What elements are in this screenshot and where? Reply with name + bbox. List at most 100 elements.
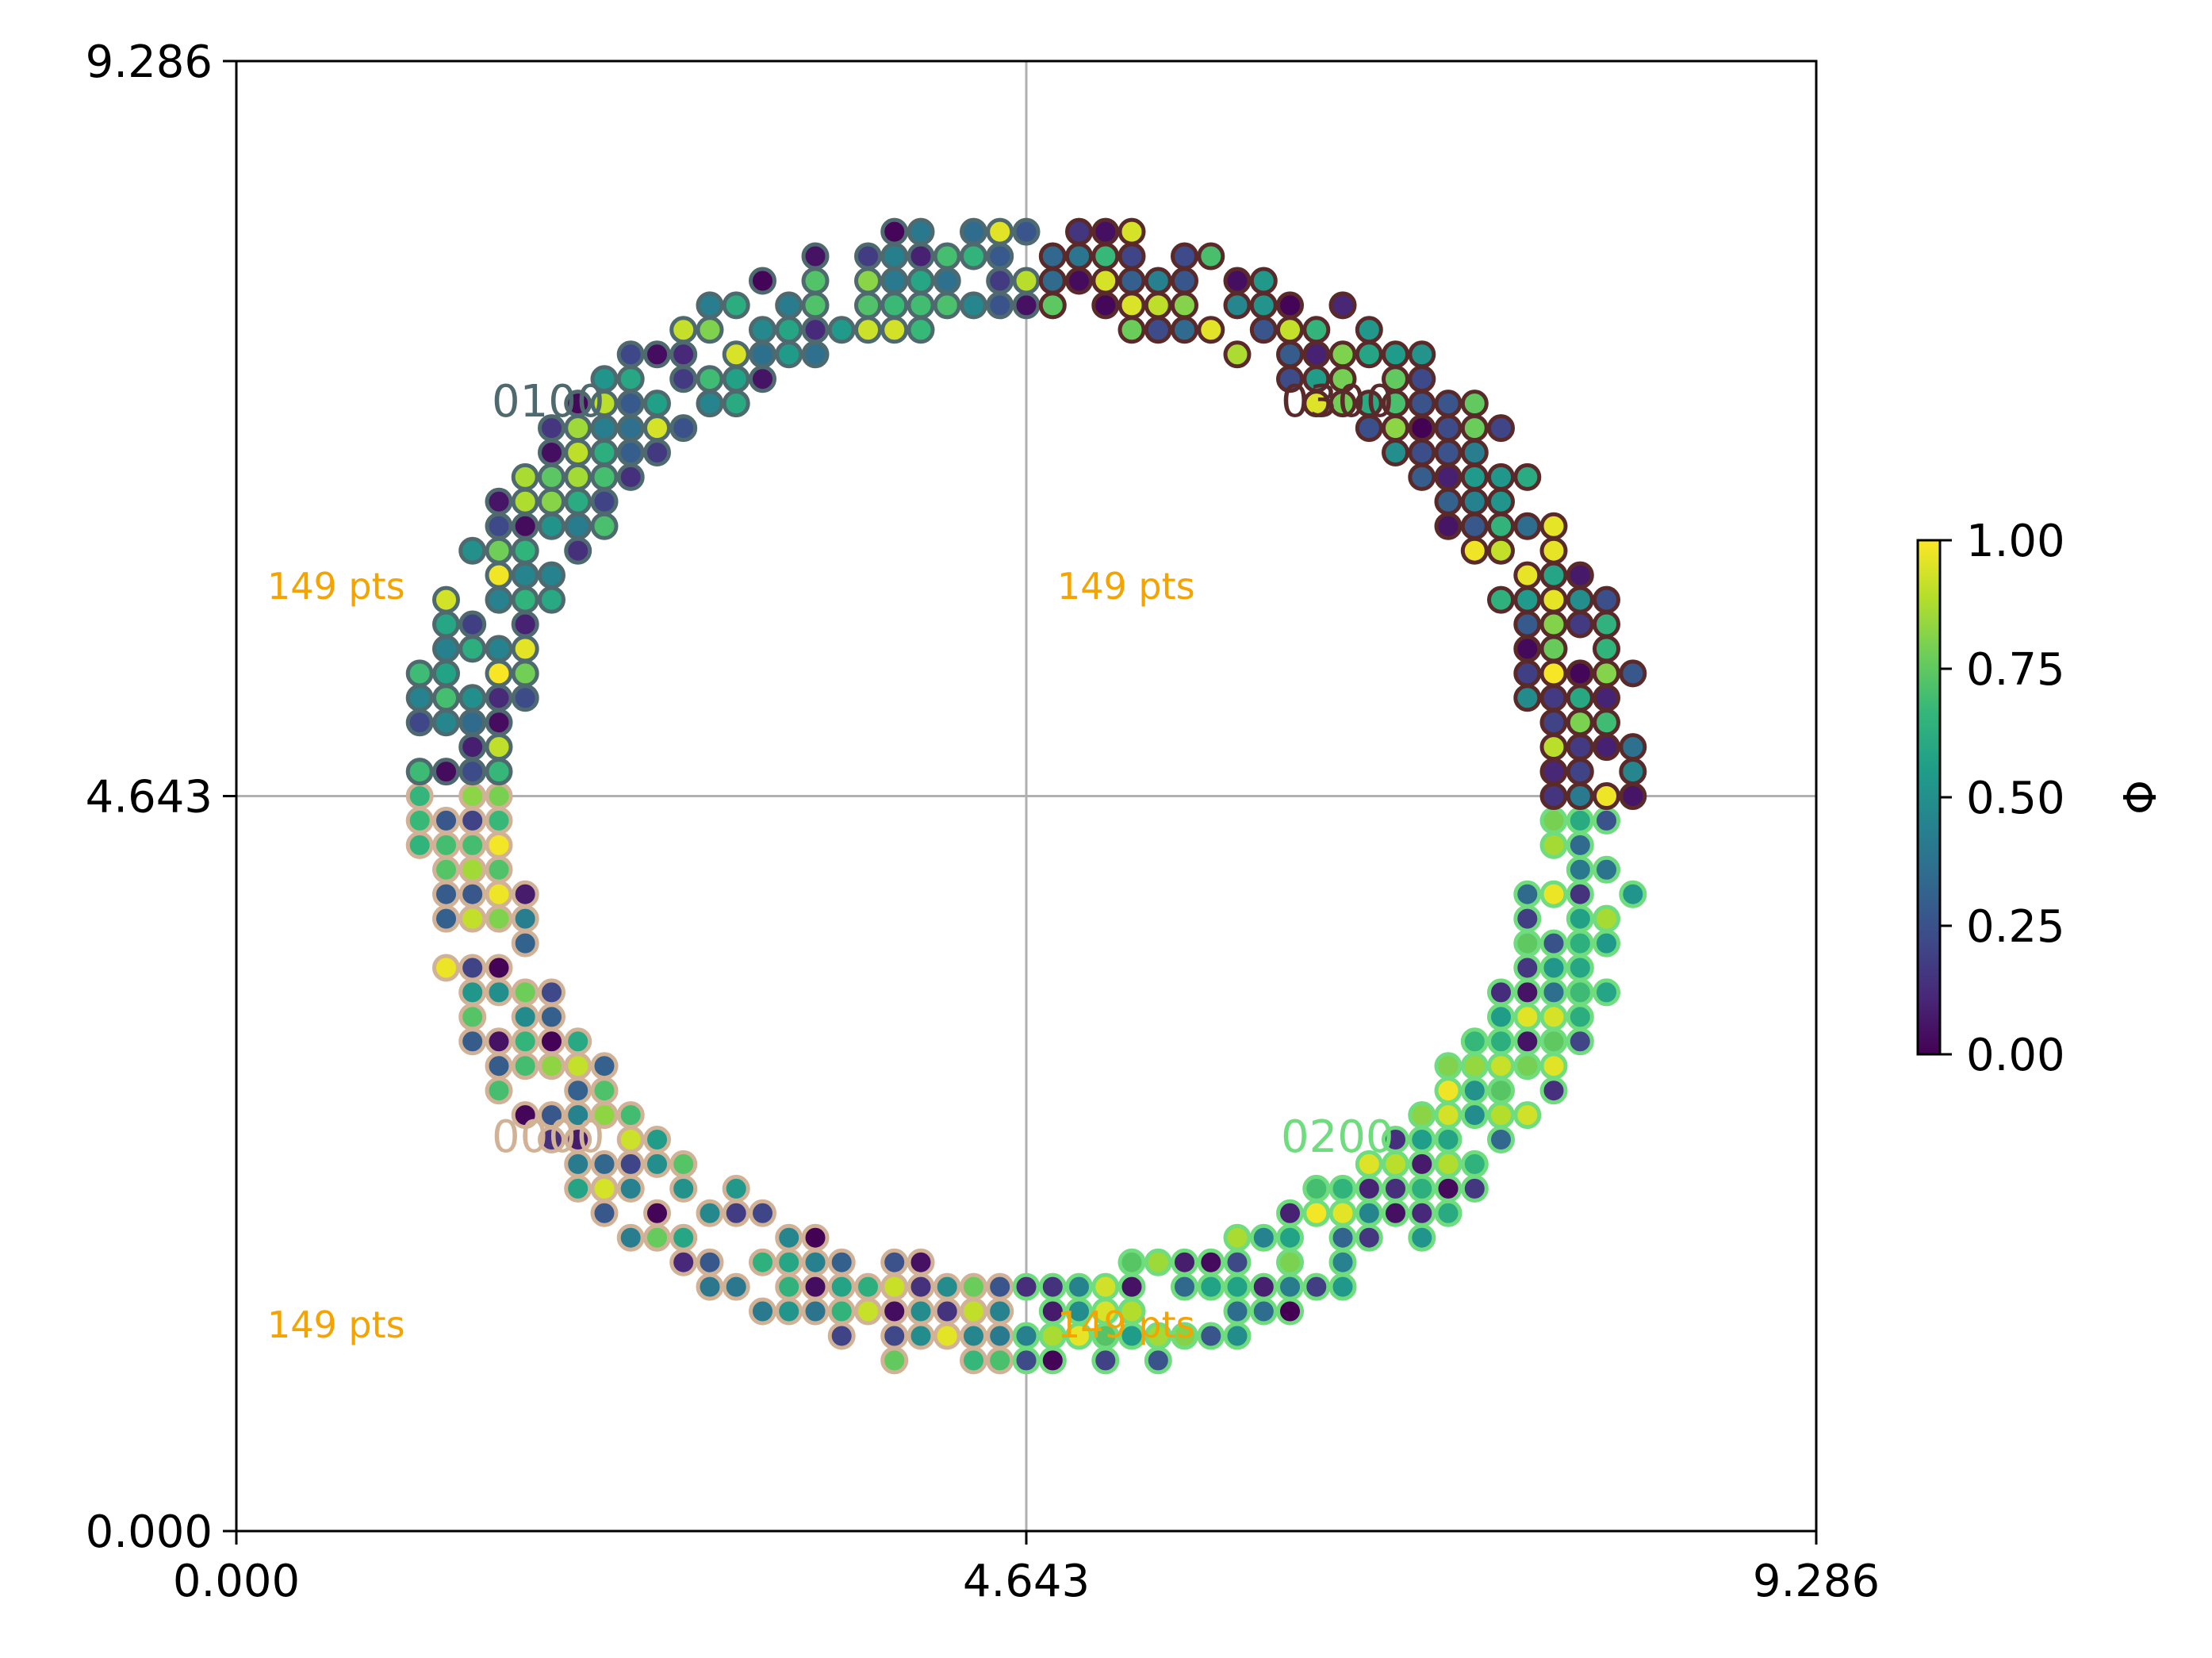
data-point [1487, 414, 1515, 443]
data-point [1355, 340, 1383, 369]
data-point [1355, 1149, 1383, 1178]
data-point [1038, 1346, 1067, 1375]
data-point [722, 1199, 750, 1227]
data-point [590, 1149, 619, 1178]
data-point [1408, 340, 1436, 369]
data-point [1328, 1272, 1357, 1301]
data-point [1171, 242, 1198, 271]
data-point [1619, 880, 1647, 908]
data-point [432, 806, 460, 835]
data-point [1012, 1346, 1041, 1375]
data-point [1171, 1272, 1198, 1301]
colorbar-tick-label: 0.75 [1966, 644, 2065, 696]
data-point [933, 1297, 961, 1326]
data-point [511, 561, 539, 589]
data-point [907, 1272, 935, 1301]
data-point [1513, 684, 1542, 712]
data-point [986, 217, 1014, 246]
data-point [933, 267, 961, 295]
data-point [1434, 414, 1463, 443]
data-point [1513, 610, 1542, 639]
data-point [458, 758, 487, 786]
data-point [1487, 1052, 1515, 1080]
data-point [880, 267, 909, 295]
data-point [1513, 978, 1542, 1007]
data-point [1539, 684, 1568, 712]
data-point [1460, 1149, 1489, 1178]
data-point [432, 708, 460, 737]
data-point [986, 291, 1014, 320]
data-point [801, 242, 830, 271]
data-point [801, 1223, 830, 1252]
data-point [564, 512, 592, 540]
data-point [405, 806, 434, 835]
data-point [590, 365, 619, 393]
data-point [1382, 1126, 1409, 1153]
data-point [458, 880, 487, 908]
data-point [1513, 929, 1542, 958]
data-point [696, 316, 724, 344]
data-point [538, 1003, 565, 1031]
data-point [432, 954, 460, 982]
data-point [1118, 217, 1146, 246]
data-point [669, 1248, 698, 1276]
data-point [1593, 929, 1620, 958]
data-point [1382, 1174, 1409, 1203]
data-point [933, 1322, 961, 1350]
data-point [1460, 487, 1489, 516]
data-point [1487, 1077, 1515, 1105]
data-point [1513, 585, 1542, 614]
data-point [722, 291, 750, 320]
data-point [538, 1101, 565, 1130]
data-point [1539, 831, 1568, 859]
data-point [1487, 536, 1515, 565]
data-point [722, 365, 750, 393]
data-point [907, 316, 935, 344]
data-point [1065, 242, 1093, 271]
data-point [1171, 291, 1198, 320]
data-point [511, 610, 539, 639]
data-point [1144, 1346, 1172, 1375]
x-tick-label: 9.286 [1753, 1556, 1880, 1607]
data-point [616, 1174, 645, 1203]
data-point [1539, 1027, 1568, 1056]
data-point [1276, 1199, 1304, 1227]
data-point [405, 708, 434, 737]
data-point [1382, 340, 1409, 369]
data-point [1355, 390, 1383, 418]
data-point [1197, 316, 1225, 344]
data-point [590, 1174, 619, 1203]
data-point [1460, 536, 1489, 565]
data-point [405, 782, 434, 810]
data-point [485, 954, 513, 982]
quadrant-label-0200: 0200 [1281, 1111, 1394, 1163]
data-point [1487, 462, 1515, 491]
data-point [1460, 414, 1489, 443]
data-point [749, 1199, 776, 1227]
data-point [590, 462, 619, 491]
data-point [590, 487, 619, 516]
data-point [1487, 978, 1515, 1007]
data-point [1408, 462, 1436, 491]
point-count-label-0200: 149 pts [1057, 1303, 1195, 1346]
data-point [1566, 610, 1594, 639]
data-point [616, 1223, 645, 1252]
data-point [643, 1199, 671, 1227]
data-point [1460, 1027, 1489, 1056]
data-point [458, 536, 487, 565]
data-point [1513, 512, 1542, 540]
data-point [511, 487, 539, 516]
data-point [1487, 512, 1515, 540]
point-count-label-0300: 149 pts [1057, 565, 1195, 608]
data-point [485, 585, 513, 614]
data-point [616, 390, 645, 418]
data-point [1197, 1248, 1225, 1276]
colorbar-ticks: 0.00 0.25 0.50 0.75 1.00 [1940, 516, 2065, 1081]
data-point [1460, 462, 1489, 491]
data-point [485, 536, 513, 565]
data-point [485, 758, 513, 786]
data-point [511, 978, 539, 1007]
data-point [960, 242, 987, 271]
data-point [1144, 291, 1172, 320]
data-point [1434, 1101, 1463, 1130]
